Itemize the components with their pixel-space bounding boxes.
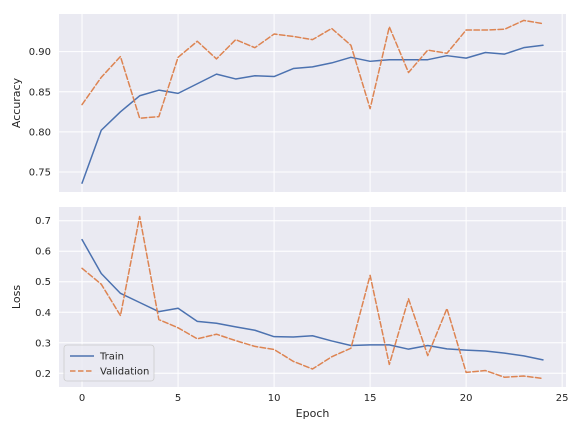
y-tick-label: 0.6 bbox=[35, 247, 51, 258]
x-tick-label: 0 bbox=[79, 393, 85, 404]
x-tick-label: 5 bbox=[175, 393, 181, 404]
y-tick-label: 0.5 bbox=[35, 277, 51, 288]
y-axis-label: Loss bbox=[10, 285, 23, 309]
legend-label-train: Train bbox=[99, 352, 124, 363]
y-tick-label: 0.80 bbox=[29, 127, 51, 138]
x-axis-label: Epoch bbox=[296, 407, 330, 420]
y-tick-label: 0.85 bbox=[29, 87, 51, 98]
series-line-validation bbox=[81, 19, 544, 119]
y-tick-label: 0.4 bbox=[35, 308, 51, 319]
series-line-train bbox=[81, 238, 544, 361]
series-line-train bbox=[81, 44, 544, 184]
legend-label-validation: Validation bbox=[100, 367, 149, 378]
x-tick-label: 25 bbox=[556, 393, 569, 404]
y-axis-label: Accuracy bbox=[10, 77, 23, 128]
legend: Train Validation bbox=[63, 344, 155, 382]
x-tick-label: 15 bbox=[364, 393, 377, 404]
x-tick-label: 20 bbox=[460, 393, 473, 404]
y-tick-label: 0.2 bbox=[35, 369, 51, 380]
x-tick-label: 10 bbox=[268, 393, 281, 404]
accuracy-panel: 0.75 0.80 0.85 0.90 Accuracy bbox=[10, 14, 566, 192]
plot-background bbox=[59, 14, 566, 192]
y-tick-label: 0.90 bbox=[29, 47, 51, 58]
series-line-validation bbox=[81, 215, 544, 380]
y-tick-label: 0.75 bbox=[29, 167, 51, 178]
loss-panel: 0.2 0.3 0.4 0.5 0.6 0.7 0 5 10 15 20 25 Loss Epoch Tra… bbox=[10, 207, 569, 420]
y-tick-label: 0.3 bbox=[35, 338, 51, 349]
legend-box bbox=[63, 344, 155, 382]
y-tick-label: 0.7 bbox=[35, 216, 51, 227]
